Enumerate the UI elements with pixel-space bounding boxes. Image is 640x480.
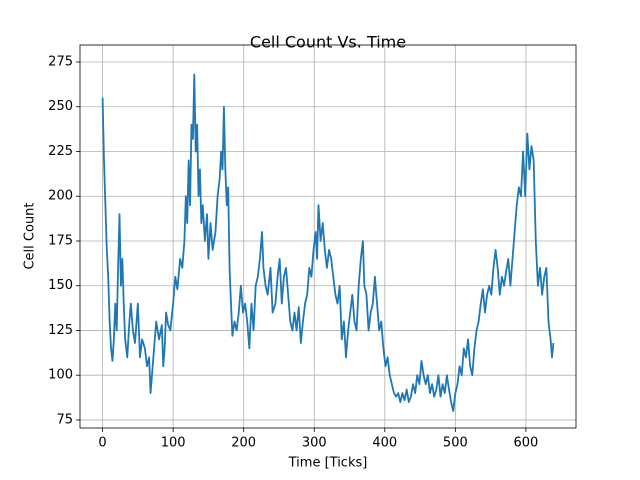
x-tick-label: 200	[231, 436, 256, 451]
y-tick-label: 275	[48, 55, 73, 70]
data-line	[101, 73, 555, 412]
y-tick-label: 125	[48, 323, 73, 338]
y-tick-label: 75	[56, 412, 73, 427]
y-tick-label: 250	[48, 99, 73, 114]
x-tick-label: 100	[161, 436, 186, 451]
plot-frame	[79, 44, 577, 429]
y-tick-label: 225	[48, 144, 73, 159]
x-tick-label: 600	[513, 436, 538, 451]
x-tick-label: 500	[443, 436, 468, 451]
chart-title: Cell Count Vs. Time	[250, 33, 406, 52]
x-tick-label: 0	[98, 436, 106, 451]
y-axis-label: Cell Count	[23, 202, 38, 269]
x-axis-label: Time [Ticks]	[288, 456, 368, 471]
y-tick-label: 100	[48, 368, 73, 383]
y-tick-label: 175	[48, 233, 73, 248]
y-tick-label: 200	[48, 189, 73, 204]
x-tick-label: 300	[302, 436, 327, 451]
y-tick-label: 150	[48, 278, 73, 293]
x-tick-label: 400	[372, 436, 397, 451]
